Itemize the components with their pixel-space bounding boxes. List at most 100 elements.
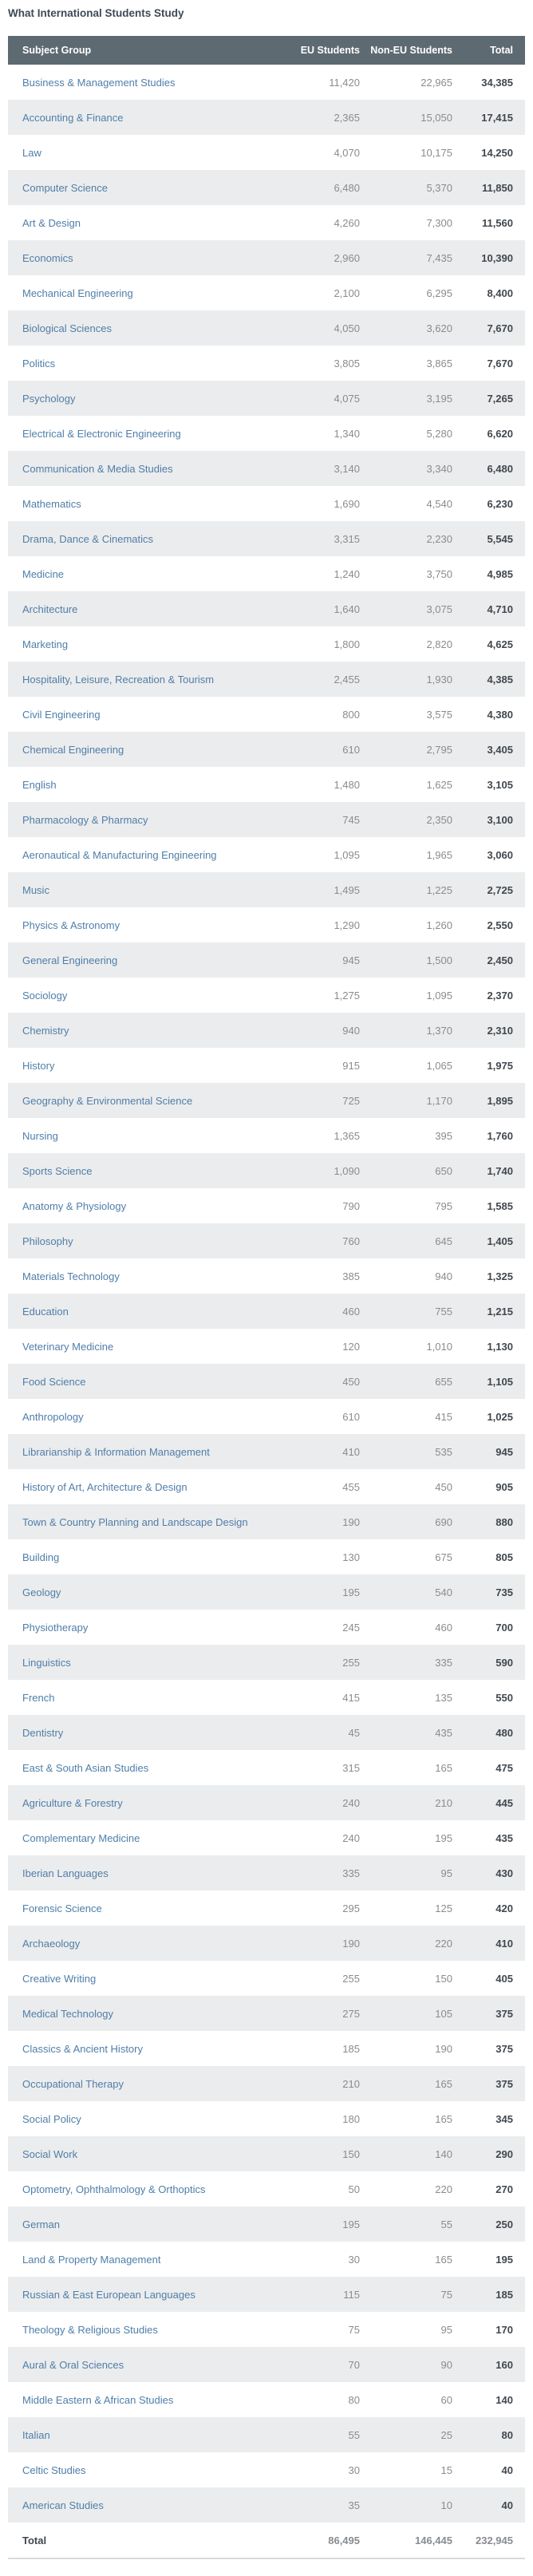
subject-link[interactable]: Archaeology	[22, 1937, 81, 1950]
subject-link[interactable]: Complementary Medicine	[22, 1831, 140, 1844]
subject-link[interactable]: Medicine	[22, 567, 65, 580]
non-eu-students-value: 220	[435, 1937, 452, 1950]
subject-link[interactable]: History of Art, Architecture & Design	[22, 1480, 188, 1493]
subject-link[interactable]: Nursing	[22, 1129, 58, 1142]
subject-link[interactable]: Geography & Environmental Science	[22, 1094, 193, 1107]
subject-link[interactable]: Drama, Dance & Cinematics	[22, 532, 153, 545]
subject-link[interactable]: Physiotherapy	[22, 1621, 89, 1634]
page-title: What International Students Study	[8, 7, 184, 19]
subject-link[interactable]: Agriculture & Forestry	[22, 1796, 123, 1809]
subject-link[interactable]: Italian	[22, 2428, 50, 2441]
subject-cell: Forensic Science	[8, 1891, 288, 1926]
eu-students-value: 75	[348, 2323, 360, 2336]
subject-link[interactable]: Anthropology	[22, 1410, 84, 1423]
subject-link[interactable]: Middle Eastern & African Studies	[22, 2393, 174, 2406]
total-value: 6,480	[487, 462, 513, 475]
table-row: Social Work 150 140 290	[8, 2136, 525, 2171]
subject-link[interactable]: Occupational Therapy	[22, 2077, 124, 2090]
subject-link[interactable]: Philosophy	[22, 1235, 73, 1247]
subject-link[interactable]: Mechanical Engineering	[22, 286, 133, 299]
table-row: Hospitality, Leisure, Recreation & Touri…	[8, 662, 525, 697]
subject-link[interactable]: Town & Country Planning and Landscape De…	[22, 1515, 248, 1528]
subject-link[interactable]: Art & Design	[22, 216, 81, 229]
subject-cell: Dentistry	[8, 1715, 288, 1750]
non-eu-students-value: 645	[435, 1235, 452, 1247]
subject-link[interactable]: Dentistry	[22, 1726, 64, 1739]
subject-link[interactable]: Chemical Engineering	[22, 743, 124, 756]
subject-cell: Land & Property Management	[8, 2242, 288, 2277]
subject-link[interactable]: Sports Science	[22, 1164, 93, 1177]
subject-link[interactable]: Forensic Science	[22, 1902, 102, 1914]
subject-link[interactable]: Hospitality, Leisure, Recreation & Touri…	[22, 673, 215, 685]
subject-link[interactable]: Politics	[22, 357, 56, 369]
subject-link[interactable]: Geology	[22, 1586, 61, 1598]
subject-cell: Law	[8, 135, 288, 170]
non-eu-students-value: 1,010	[426, 1340, 452, 1353]
total-value: 420	[495, 1902, 513, 1914]
subject-link[interactable]: Classics & Ancient History	[22, 2042, 143, 2055]
subject-link[interactable]: Russian & East European Languages	[22, 2288, 195, 2301]
subject-link[interactable]: Creative Writing	[22, 1972, 97, 1985]
subject-link[interactable]: Architecture	[22, 603, 78, 615]
subject-cell: Education	[8, 1294, 288, 1329]
subject-link[interactable]: Materials Technology	[22, 1270, 120, 1282]
subject-link[interactable]: History	[22, 1059, 55, 1072]
subject-link[interactable]: Accounting & Finance	[22, 111, 124, 124]
table-header-row: Subject Group EU Students Non-EU Student…	[8, 36, 525, 65]
subject-link[interactable]: Celtic Studies	[22, 2463, 86, 2476]
table-row: Medical Technology 275 105 375	[8, 1996, 525, 2031]
subject-link[interactable]: Music	[22, 883, 49, 896]
table-row: Chemistry 940 1,370 2,310	[8, 1013, 525, 1048]
subject-link[interactable]: Aural & Oral Sciences	[22, 2358, 124, 2371]
subject-link[interactable]: English	[22, 778, 57, 791]
subject-link[interactable]: Physics & Astronomy	[22, 919, 120, 931]
subject-link[interactable]: Computer Science	[22, 181, 108, 194]
subject-link[interactable]: Economics	[22, 251, 73, 264]
subject-link[interactable]: French	[22, 1691, 55, 1704]
eu-students-value: 760	[342, 1235, 360, 1247]
subject-link[interactable]: Theology & Religious Studies	[22, 2323, 158, 2336]
subject-link[interactable]: Mathematics	[22, 497, 81, 510]
subject-link[interactable]: East & South Asian Studies	[22, 1761, 149, 1774]
subject-link[interactable]: Electrical & Electronic Engineering	[22, 427, 181, 440]
eu-students-value: 6,480	[334, 181, 360, 194]
subject-link[interactable]: Optometry, Ophthalmology & Orthoptics	[22, 2183, 206, 2195]
subject-link[interactable]: Pharmacology & Pharmacy	[22, 813, 148, 826]
subject-link[interactable]: General Engineering	[22, 954, 118, 966]
eu-students-value: 80	[348, 2393, 360, 2406]
subject-link[interactable]: Linguistics	[22, 1656, 71, 1669]
subject-link[interactable]: Communication & Media Studies	[22, 462, 173, 475]
subject-link[interactable]: Building	[22, 1551, 60, 1563]
total-value: 1,760	[487, 1129, 513, 1142]
subject-link[interactable]: Anatomy & Physiology	[22, 1199, 127, 1212]
subject-link[interactable]: Sociology	[22, 989, 68, 1002]
subject-link[interactable]: Social Policy	[22, 2112, 81, 2125]
subject-cell: Anatomy & Physiology	[8, 1188, 288, 1223]
subject-link[interactable]: Civil Engineering	[22, 708, 101, 721]
subject-link[interactable]: Biological Sciences	[22, 322, 113, 334]
subject-link[interactable]: American Studies	[22, 2499, 104, 2511]
subject-link[interactable]: Veterinary Medicine	[22, 1340, 114, 1353]
subject-cell: Mechanical Engineering	[8, 275, 288, 310]
subject-link[interactable]: Marketing	[22, 638, 69, 650]
table-row: Celtic Studies 30 15 40	[8, 2452, 525, 2487]
total-value: 4,985	[487, 567, 513, 580]
subject-link[interactable]: Social Work	[22, 2147, 78, 2160]
subject-link[interactable]: Land & Property Management	[22, 2253, 161, 2266]
subject-link[interactable]: Librarianship & Information Management	[22, 1445, 210, 1458]
non-eu-students-value: 435	[435, 1726, 452, 1739]
subject-link[interactable]: Medical Technology	[22, 2007, 113, 2020]
subject-link[interactable]: Law	[22, 146, 41, 159]
subject-link[interactable]: Iberian Languages	[22, 1867, 109, 1879]
subject-cell: Drama, Dance & Cinematics	[8, 521, 288, 556]
subject-link[interactable]: Food Science	[22, 1375, 86, 1388]
subject-cell: Hospitality, Leisure, Recreation & Touri…	[8, 662, 288, 697]
subject-link[interactable]: Psychology	[22, 392, 76, 405]
subject-link[interactable]: Aeronautical & Manufacturing Engineering	[22, 848, 217, 861]
non-eu-students-value: 1,260	[426, 919, 452, 931]
subject-link[interactable]: German	[22, 2218, 60, 2230]
subject-link[interactable]: Business & Management Studies	[22, 76, 176, 89]
subject-link[interactable]: Education	[22, 1305, 69, 1318]
eu-students-value: 55	[348, 2428, 360, 2441]
subject-link[interactable]: Chemistry	[22, 1024, 69, 1037]
